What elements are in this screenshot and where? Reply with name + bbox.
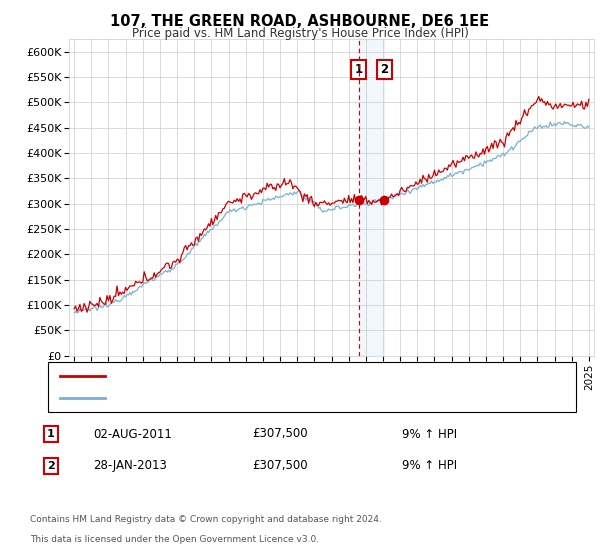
Text: 28-JAN-2013: 28-JAN-2013 bbox=[93, 459, 167, 473]
Text: 2: 2 bbox=[380, 63, 388, 76]
Text: HPI: Average price, detached house, Derbyshire Dales: HPI: Average price, detached house, Derb… bbox=[111, 393, 394, 403]
Text: £307,500: £307,500 bbox=[252, 427, 308, 441]
Text: 02-AUG-2011: 02-AUG-2011 bbox=[93, 427, 172, 441]
Text: 1: 1 bbox=[47, 429, 55, 439]
Text: This data is licensed under the Open Government Licence v3.0.: This data is licensed under the Open Gov… bbox=[30, 535, 319, 544]
Text: 2: 2 bbox=[47, 461, 55, 471]
Text: Contains HM Land Registry data © Crown copyright and database right 2024.: Contains HM Land Registry data © Crown c… bbox=[30, 515, 382, 524]
Text: 1: 1 bbox=[355, 63, 362, 76]
Text: 107, THE GREEN ROAD, ASHBOURNE, DE6 1EE (detached house): 107, THE GREEN ROAD, ASHBOURNE, DE6 1EE … bbox=[111, 371, 449, 381]
Text: 9% ↑ HPI: 9% ↑ HPI bbox=[402, 459, 457, 473]
Bar bbox=[359, 39, 385, 356]
Text: 9% ↑ HPI: 9% ↑ HPI bbox=[402, 427, 457, 441]
Text: £307,500: £307,500 bbox=[252, 459, 308, 473]
Text: Price paid vs. HM Land Registry's House Price Index (HPI): Price paid vs. HM Land Registry's House … bbox=[131, 27, 469, 40]
Text: 107, THE GREEN ROAD, ASHBOURNE, DE6 1EE: 107, THE GREEN ROAD, ASHBOURNE, DE6 1EE bbox=[110, 14, 490, 29]
